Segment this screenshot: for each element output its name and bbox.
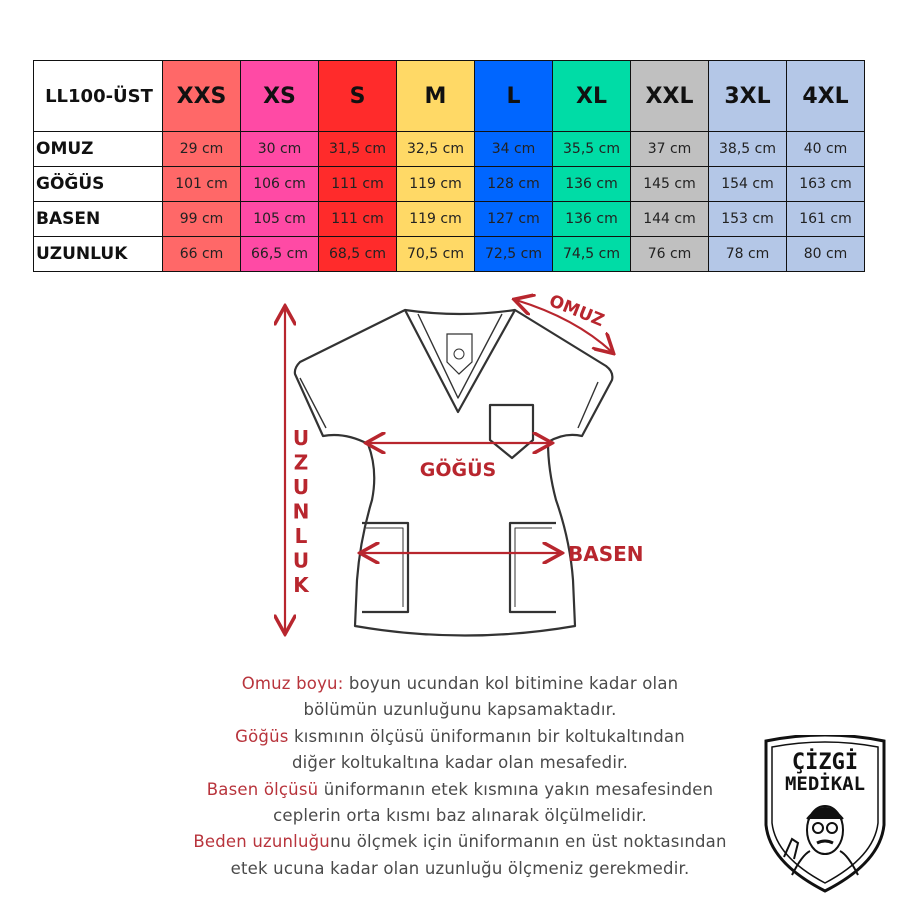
table-cell: 37 cm (630, 131, 709, 167)
gogus-label: GÖĞÜS (420, 457, 496, 481)
table-cell: 161 cm (786, 201, 865, 237)
table-cell: 78 cm (708, 236, 787, 272)
size-header-xxl: XXL (630, 60, 709, 132)
table-cell: 32,5 cm (396, 131, 475, 167)
description-line: ceplerin orta kısmı baz alınarak ölçülme… (150, 803, 770, 829)
description-line: bölümün uzunluğunu kapsamaktadır. (150, 697, 770, 723)
row-label: BASEN (33, 201, 163, 237)
table-cell: 144 cm (630, 201, 709, 237)
description-text: diğer koltukaltına kadar olan mesafedir. (291, 753, 629, 773)
table-cell: 154 cm (708, 166, 787, 202)
description-text: etek ucuna kadar olan uzunluğu ölçmeniz … (230, 858, 690, 878)
table-cell: 30 cm (240, 131, 319, 167)
description-highlight: Göğüs (235, 726, 289, 746)
description-line: etek ucuna kadar olan uzunluğu ölçmeniz … (150, 856, 770, 882)
size-header-l: L (474, 60, 553, 132)
table-row: BASEN 99 cm 105 cm 111 cm 119 cm 127 cm 136 cm… (33, 201, 865, 237)
table-row: GÖĞÜS 101 cm 106 cm 111 cm 119 cm 128 cm 136 c… (33, 166, 865, 202)
table-row: UZUNLUK 66 cm 66,5 cm 68,5 cm 70,5 cm 72,5 cm… (33, 236, 865, 272)
row-label: UZUNLUK (33, 236, 163, 272)
row-label: GÖĞÜS (33, 166, 163, 202)
description-line: diğer koltukaltına kadar olan mesafedir. (150, 750, 770, 776)
table-cell: 105 cm (240, 201, 319, 237)
table-cell: 111 cm (318, 201, 397, 237)
table-cell: 34 cm (474, 131, 553, 167)
table-cell: 80 cm (786, 236, 865, 272)
size-header-m: M (396, 60, 475, 132)
size-chart-table: LL100-ÜST XXS XS S M L XL XXL 3XL 4XL OMUZ 29 cm 30 … (33, 60, 865, 272)
cizgi-medikal-logo: ÇİZGİ MEDİKAL (764, 735, 886, 893)
table-cell: 66 cm (162, 236, 241, 272)
table-cell: 153 cm (708, 201, 787, 237)
table-cell: 72,5 cm (474, 236, 553, 272)
description-line: Göğüs kısmının ölçüsü üniformanın bir ko… (150, 724, 770, 750)
table-cell: 145 cm (630, 166, 709, 202)
table-cell: 119 cm (396, 201, 475, 237)
size-header-xxs: XXS (162, 60, 241, 132)
size-header-xs: XS (240, 60, 319, 132)
size-header-4xl: 4XL (786, 60, 865, 132)
table-cell: 106 cm (240, 166, 319, 202)
table-cell: 35,5 cm (552, 131, 631, 167)
description-text: boyun ucundan kol bitimine kadar olan (343, 674, 679, 693)
table-cell: 136 cm (552, 166, 631, 202)
table-cell: 99 cm (162, 201, 241, 237)
product-code: LL100-ÜST (33, 60, 163, 132)
table-cell: 111 cm (318, 166, 397, 202)
logo-line1: ÇİZGİ (792, 749, 858, 775)
size-header-s: S (318, 60, 397, 132)
description-text: bölümün uzunluğunu kapsamaktadır. (303, 700, 617, 720)
table-cell: 119 cm (396, 166, 475, 202)
table-cell: 136 cm (552, 201, 631, 237)
table-cell: 40 cm (786, 131, 865, 167)
table-cell: 38,5 cm (708, 131, 787, 167)
table-row: OMUZ 29 cm 30 cm 31,5 cm 32,5 cm 34 cm 35,5 cm… (33, 131, 865, 167)
table-cell: 66,5 cm (240, 236, 319, 272)
table-cell: 127 cm (474, 201, 553, 237)
size-header-xl: XL (552, 60, 631, 132)
description-line: Omuz boyu: boyun ucundan kol bitimine ka… (150, 671, 770, 697)
description-highlight: Omuz boyu: (241, 674, 344, 693)
description-highlight: Basen ölçüsü (206, 779, 319, 799)
row-label: OMUZ (33, 131, 163, 167)
table-cell: 68,5 cm (318, 236, 397, 272)
description-line: Basen ölçüsü üniformanın etek kısmına ya… (150, 777, 770, 803)
table-cell: 76 cm (630, 236, 709, 272)
description-line: Beden uzunluğunu ölçmek için üniformanın… (150, 829, 770, 855)
table-cell: 74,5 cm (552, 236, 631, 272)
description-text: kısmının ölçüsü üniformanın bir koltukal… (288, 726, 685, 746)
description-highlight: Beden uzunluğu (193, 832, 330, 852)
size-header-3xl: 3XL (708, 60, 787, 132)
logo-line2: MEDİKAL (785, 771, 865, 795)
omuz-arrow (516, 300, 612, 352)
doctor-illustration-icon (783, 805, 859, 876)
description-text: üniformanın etek kısmına yakın mesafesin… (318, 779, 714, 799)
table-cell: 31,5 cm (318, 131, 397, 167)
table-cell: 163 cm (786, 166, 865, 202)
description-text: ceplerin orta kısmı baz alınarak ölçülme… (273, 806, 647, 826)
measurement-description: Omuz boyu: boyun ucundan kol bitimine ka… (150, 671, 770, 882)
table-cell: 101 cm (162, 166, 241, 202)
header-row: LL100-ÜST XXS XS S M L XL XXL 3XL 4XL (33, 60, 865, 132)
basen-label: BASEN (568, 542, 644, 566)
neck-label-icon (446, 333, 473, 375)
table-cell: 70,5 cm (396, 236, 475, 272)
description-text: nu ölçmek için üniformanın en üst noktas… (329, 832, 727, 852)
table-cell: 29 cm (162, 131, 241, 167)
table-cell: 128 cm (474, 166, 553, 202)
